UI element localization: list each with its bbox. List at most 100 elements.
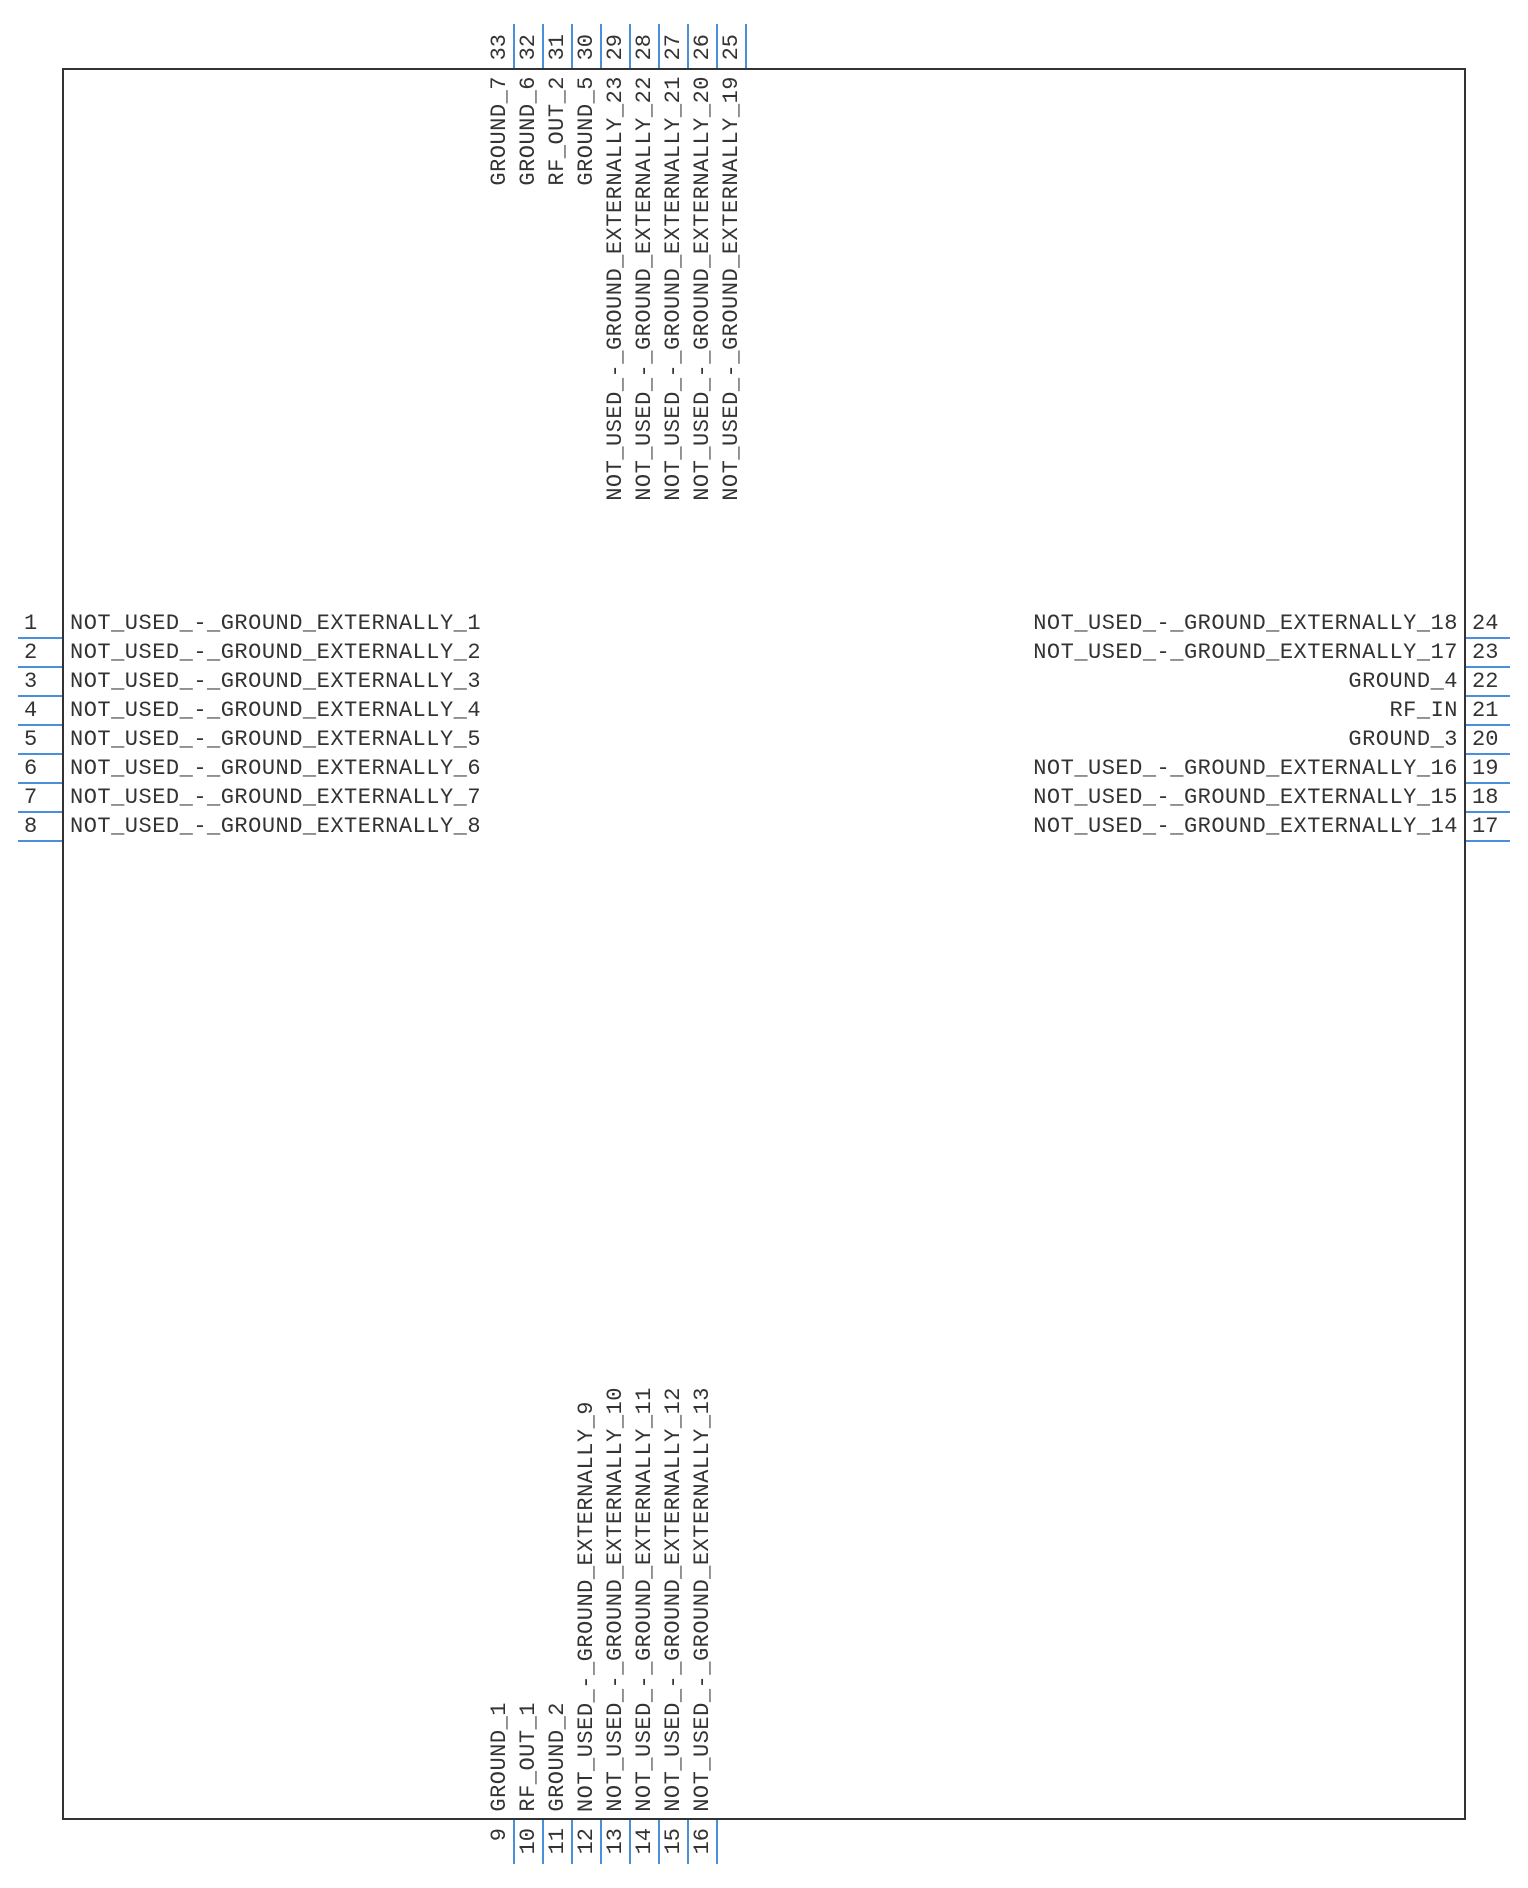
pin-line-right — [1466, 840, 1510, 842]
pin-label: NOT_USED_-_GROUND_EXTERNALLY_15 — [1033, 785, 1458, 810]
pin-number: 25 — [719, 34, 744, 60]
pin-label: NOT_USED_-_GROUND_EXTERNALLY_4 — [70, 698, 481, 723]
pin-label: NOT_USED_-_GROUND_EXTERNALLY_8 — [70, 814, 481, 839]
pin-line-top — [745, 24, 747, 68]
pin-label: GROUND_5 — [574, 76, 599, 186]
pin-label: NOT_USED_-_GROUND_EXTERNALLY_7 — [70, 785, 481, 810]
pin-line-top — [600, 24, 602, 68]
pin-line-bottom — [716, 1820, 718, 1864]
pin-line-bottom — [629, 1820, 631, 1864]
pin-number: 17 — [1472, 814, 1498, 839]
pin-number: 15 — [661, 1828, 686, 1854]
pin-line-bottom — [513, 1820, 515, 1864]
pin-label: NOT_USED_-_GROUND_EXTERNALLY_14 — [1033, 814, 1458, 839]
pin-number: 24 — [1472, 611, 1498, 636]
pin-line-right — [1466, 753, 1510, 755]
pin-number: 27 — [661, 34, 686, 60]
pin-label: NOT_USED_-_GROUND_EXTERNALLY_3 — [70, 669, 481, 694]
pin-number: 30 — [574, 34, 599, 60]
pin-line-top — [629, 24, 631, 68]
pin-line-right — [1466, 637, 1510, 639]
pin-label: NOT_USED_-_GROUND_EXTERNALLY_20 — [690, 76, 715, 501]
pin-line-left — [18, 811, 62, 813]
pin-number: 22 — [1472, 669, 1498, 694]
pin-line-bottom — [600, 1820, 602, 1864]
pin-label: NOT_USED_-_GROUND_EXTERNALLY_6 — [70, 756, 481, 781]
pin-label: NOT_USED_-_GROUND_EXTERNALLY_22 — [632, 76, 657, 501]
pin-label: NOT_USED_-_GROUND_EXTERNALLY_17 — [1033, 640, 1458, 665]
pin-label: GROUND_1 — [487, 1702, 512, 1812]
pin-label: NOT_USED_-_GROUND_EXTERNALLY_13 — [690, 1387, 715, 1812]
pin-number: 5 — [24, 727, 37, 752]
pin-label: NOT_USED_-_GROUND_EXTERNALLY_5 — [70, 727, 481, 752]
ic-body-outline — [62, 68, 1466, 1820]
pin-line-left — [18, 753, 62, 755]
pin-label: RF_OUT_1 — [516, 1702, 541, 1812]
pin-line-left — [18, 782, 62, 784]
pin-label: NOT_USED_-_GROUND_EXTERNALLY_23 — [603, 76, 628, 501]
pin-number: 20 — [1472, 727, 1498, 752]
pin-line-bottom — [571, 1820, 573, 1864]
pin-number: 11 — [545, 1828, 570, 1854]
pin-label: NOT_USED_-_GROUND_EXTERNALLY_2 — [70, 640, 481, 665]
pin-line-left — [18, 695, 62, 697]
pin-label: GROUND_2 — [545, 1702, 570, 1812]
pin-label: GROUND_3 — [1348, 727, 1458, 752]
pin-number: 21 — [1472, 698, 1498, 723]
pin-number: 13 — [603, 1828, 628, 1854]
pin-label: NOT_USED_-_GROUND_EXTERNALLY_10 — [603, 1387, 628, 1812]
pin-line-top — [542, 24, 544, 68]
pin-number: 8 — [24, 814, 37, 839]
pin-line-left — [18, 637, 62, 639]
pin-label: RF_IN — [1389, 698, 1458, 723]
pin-label: NOT_USED_-_GROUND_EXTERNALLY_11 — [632, 1387, 657, 1812]
pin-label: NOT_USED_-_GROUND_EXTERNALLY_16 — [1033, 756, 1458, 781]
pin-line-top — [571, 24, 573, 68]
pin-line-right — [1466, 811, 1510, 813]
pin-label: GROUND_7 — [487, 76, 512, 186]
pin-line-right — [1466, 695, 1510, 697]
pin-line-right — [1466, 782, 1510, 784]
pin-number: 1 — [24, 611, 37, 636]
pin-line-top — [658, 24, 660, 68]
pin-label: NOT_USED_-_GROUND_EXTERNALLY_1 — [70, 611, 481, 636]
pin-line-top — [716, 24, 718, 68]
pin-label: NOT_USED_-_GROUND_EXTERNALLY_18 — [1033, 611, 1458, 636]
pin-line-bottom — [658, 1820, 660, 1864]
pin-label: GROUND_6 — [516, 76, 541, 186]
pin-line-right — [1466, 724, 1510, 726]
pin-number: 9 — [487, 1828, 512, 1841]
pin-line-top — [513, 24, 515, 68]
pin-number: 19 — [1472, 756, 1498, 781]
pin-line-bottom — [542, 1820, 544, 1864]
pin-number: 2 — [24, 640, 37, 665]
pin-line-bottom — [687, 1820, 689, 1864]
pin-number: 12 — [574, 1828, 599, 1854]
pin-number: 23 — [1472, 640, 1498, 665]
pin-line-right — [1466, 666, 1510, 668]
pin-number: 7 — [24, 785, 37, 810]
pin-label: NOT_USED_-_GROUND_EXTERNALLY_12 — [661, 1387, 686, 1812]
pin-number: 28 — [632, 34, 657, 60]
pin-line-top — [687, 24, 689, 68]
pin-number: 32 — [516, 34, 541, 60]
pin-line-left — [18, 840, 62, 842]
pin-label: NOT_USED_-_GROUND_EXTERNALLY_21 — [661, 76, 686, 501]
pin-number: 16 — [690, 1828, 715, 1854]
pin-number: 31 — [545, 34, 570, 60]
pin-label: NOT_USED_-_GROUND_EXTERNALLY_19 — [719, 76, 744, 501]
pin-line-left — [18, 666, 62, 668]
pin-number: 6 — [24, 756, 37, 781]
pin-label: NOT_USED_-_GROUND_EXTERNALLY_9 — [574, 1401, 599, 1812]
pin-label: RF_OUT_2 — [545, 76, 570, 186]
pin-label: GROUND_4 — [1348, 669, 1458, 694]
pin-number: 18 — [1472, 785, 1498, 810]
pin-number: 10 — [516, 1828, 541, 1854]
pin-number: 4 — [24, 698, 37, 723]
pin-number: 3 — [24, 669, 37, 694]
pin-line-left — [18, 724, 62, 726]
pin-number: 14 — [632, 1828, 657, 1854]
pin-number: 33 — [487, 34, 512, 60]
pin-number: 29 — [603, 34, 628, 60]
pin-number: 26 — [690, 34, 715, 60]
